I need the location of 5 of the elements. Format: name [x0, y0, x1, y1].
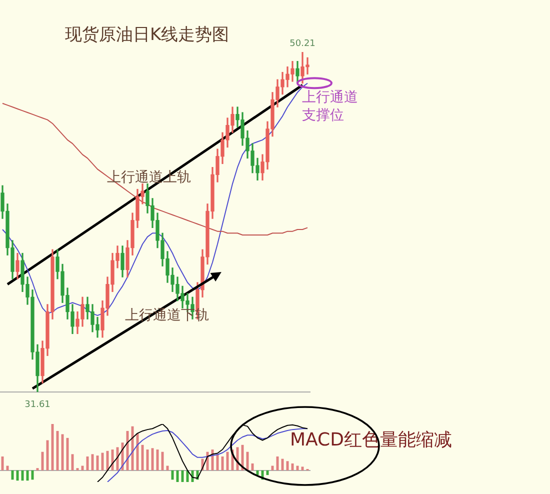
chart-title: 现货原油日K线走势图 [65, 25, 230, 45]
annotation: 支撑位 [302, 108, 344, 124]
annotation: 50.21 [290, 38, 316, 49]
annotation: 31.61 [24, 400, 50, 410]
annotation: 上行通道 [302, 90, 358, 106]
